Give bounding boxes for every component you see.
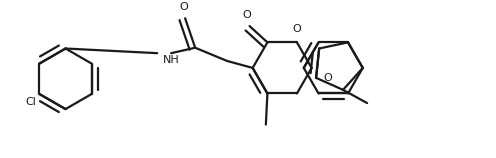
Text: O: O xyxy=(293,24,301,34)
Text: O: O xyxy=(242,10,251,20)
Text: NH: NH xyxy=(163,55,180,65)
Text: Cl: Cl xyxy=(25,97,36,107)
Text: O: O xyxy=(179,2,188,12)
Text: O: O xyxy=(324,73,333,83)
